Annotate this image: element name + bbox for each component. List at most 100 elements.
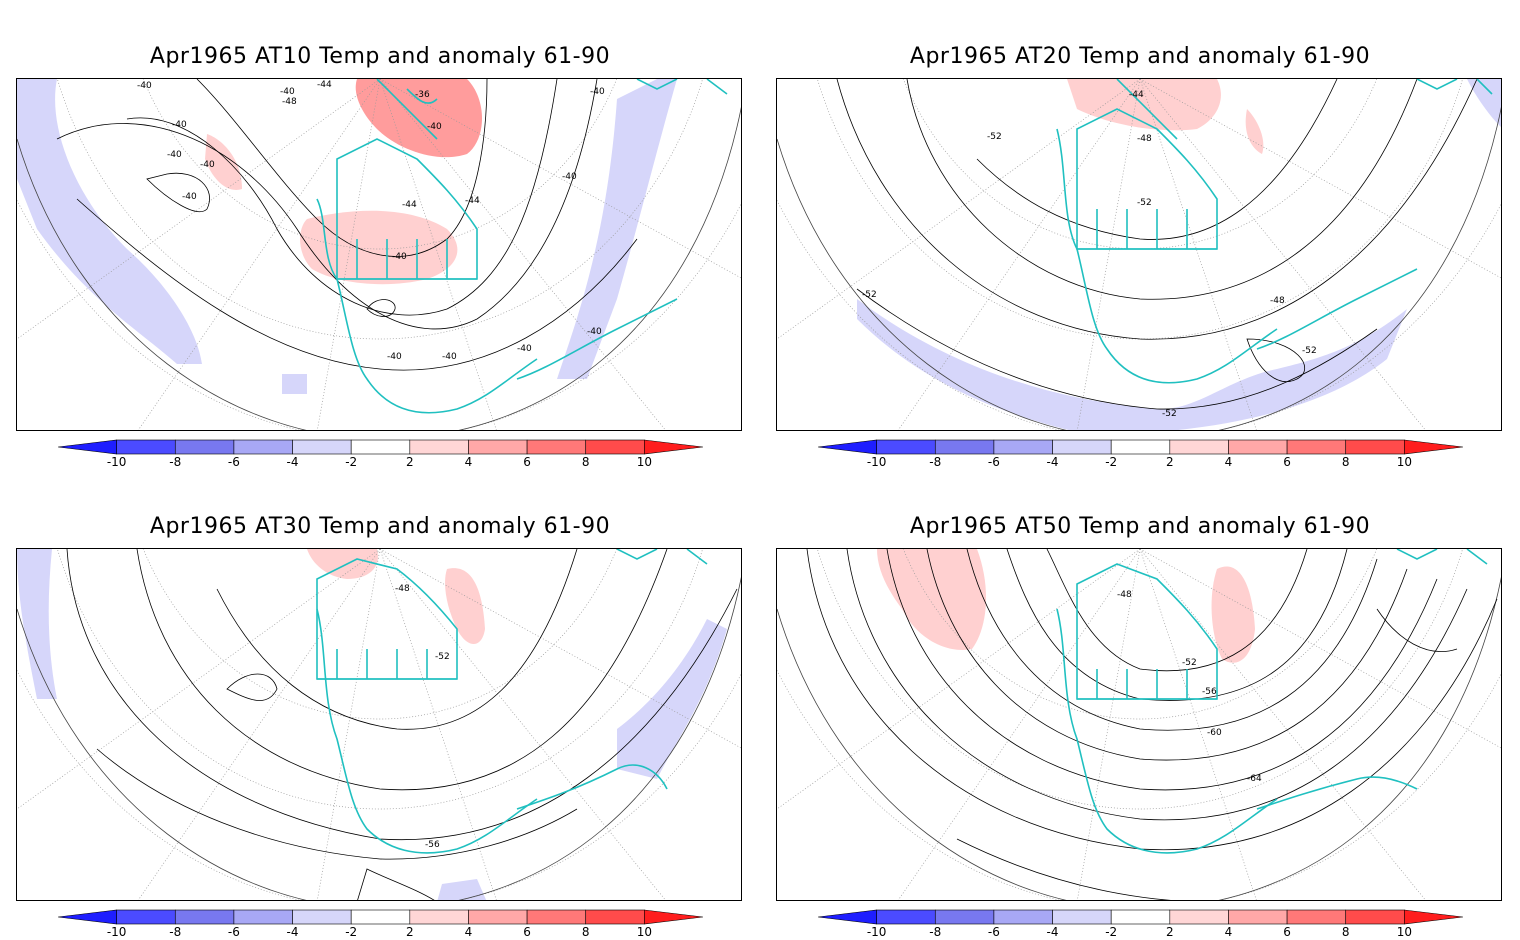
warm-anomaly-region xyxy=(1067,79,1221,131)
colorbar-tick-label: -6 xyxy=(228,455,240,468)
contour-label: -44 xyxy=(1129,90,1144,100)
colorbar-segment xyxy=(934,909,995,925)
colorbar-segment xyxy=(1286,439,1347,455)
colorbar-segment xyxy=(409,909,469,925)
contour-label: -40 xyxy=(562,172,577,182)
colorbar-segment xyxy=(350,439,411,455)
panel-title: Apr1965 AT50 Temp and anomaly 61-90 xyxy=(909,514,1371,539)
colorbar-tick-label: -2 xyxy=(1105,925,1117,938)
colorbar-tick-label: 2 xyxy=(406,455,414,468)
colorbar-segment xyxy=(876,439,936,455)
hemisphere-edge xyxy=(777,106,1501,430)
colorbar-tick-label: 2 xyxy=(406,925,414,938)
cold-anomaly-region xyxy=(437,879,487,900)
warm-anomaly-region xyxy=(300,210,458,285)
colorbar-tick-label: -2 xyxy=(1105,455,1117,468)
colorbar-tick-label: -4 xyxy=(1047,925,1059,938)
hemisphere-edge xyxy=(17,576,741,900)
contour-label: -52 xyxy=(862,290,877,300)
contour-label: -40 xyxy=(427,122,442,132)
colorbar: -10 -8 -6 -4 -2 2 4 6 8 10 xyxy=(818,438,1463,468)
colorbar: -10 -8 -6 -4 -2 2 4 6 8 10 xyxy=(818,908,1463,938)
colorbar-svg: -10 -8 -6 -4 -2 2 4 6 8 10 xyxy=(818,439,1463,468)
contour-label: -44 xyxy=(465,196,480,206)
contour-label: -36 xyxy=(415,90,430,100)
map-at20: -44 -48 -52 -52 -52 -48 -52 -52 xyxy=(776,78,1502,431)
panel-title: Apr1965 AT30 Temp and anomaly 61-90 xyxy=(149,514,611,539)
colorbar-segment xyxy=(993,909,1053,925)
colorbar-segment xyxy=(292,439,352,455)
colorbar-segment xyxy=(993,439,1053,455)
panel-at20: Apr1965 AT20 Temp and anomaly 61-90 xyxy=(760,0,1520,470)
coastline xyxy=(316,549,708,854)
contour-lines xyxy=(806,549,1498,900)
colorbar-tick-label: -8 xyxy=(169,925,181,938)
map-svg: -44 -48 -52 -52 -52 -48 -52 -52 xyxy=(777,79,1501,430)
map-svg: -40 -40 -40 -40 -40 -40 -40 -44 -44 -48 … xyxy=(17,79,741,430)
colorbar-segment xyxy=(1228,909,1288,925)
colorbar-svg: -10 -8 -6 -4 -2 2 4 6 8 10 xyxy=(58,909,703,938)
colorbar-tick-label: -10 xyxy=(107,455,127,468)
colorbar-tick-label: 4 xyxy=(465,455,473,468)
hemisphere-edge xyxy=(17,106,741,430)
contour-label: -44 xyxy=(402,200,417,210)
contour-label: -52 xyxy=(1162,409,1177,419)
colorbar-tick-label: -4 xyxy=(287,925,299,938)
warm-anomaly-region xyxy=(1211,566,1255,663)
colorbar-tick-label: 8 xyxy=(582,925,590,938)
warm-anomaly-region xyxy=(355,79,482,158)
colorbar-tick-label: -4 xyxy=(287,455,299,468)
contour-label: -40 xyxy=(172,120,187,130)
colorbar-segment xyxy=(876,909,936,925)
contour-label: -60 xyxy=(1207,728,1222,738)
contour-label: -40 xyxy=(587,327,602,337)
colorbar-segment xyxy=(644,909,703,925)
contour-label: -52 xyxy=(1182,658,1197,668)
colorbar-segment xyxy=(1052,439,1112,455)
contour-label: -40 xyxy=(200,160,215,170)
colorbar-tick-label: 4 xyxy=(1225,925,1233,938)
cold-anomaly-region xyxy=(282,374,307,394)
contour-lines xyxy=(56,79,638,371)
colorbar-tick-label: -10 xyxy=(867,455,887,468)
colorbar-tick-label: -10 xyxy=(867,925,887,938)
colorbar-segment xyxy=(526,909,587,925)
colorbar-tick-label: 6 xyxy=(523,925,531,938)
colorbar-segment xyxy=(1404,909,1463,925)
colorbar-tick-label: 10 xyxy=(1397,455,1412,468)
contour-label-group: -48 -52 -56 -60 -64 xyxy=(1117,590,1262,784)
colorbar-segment xyxy=(934,439,995,455)
colorbar-segment xyxy=(1052,909,1112,925)
contour-label: -56 xyxy=(1202,687,1217,697)
colorbar-segment xyxy=(468,439,528,455)
map-svg: -48 -52 -56 -60 -64 xyxy=(777,549,1501,900)
colorbar-segment xyxy=(526,439,587,455)
colorbar-segment xyxy=(1169,909,1229,925)
panel-at10: Apr1965 AT10 Temp and anomaly 61-90 xyxy=(0,0,760,470)
contour-label: -48 xyxy=(1137,134,1152,144)
colorbar-tick-label: -6 xyxy=(988,455,1000,468)
panel-title: Apr1965 AT20 Temp and anomaly 61-90 xyxy=(909,44,1371,69)
contour-lines xyxy=(836,79,1478,410)
colorbar-tick-label: 2 xyxy=(1166,925,1174,938)
colorbar-tick-label: -8 xyxy=(929,455,941,468)
panel-at50: Apr1965 AT50 Temp and anomaly 61-90 xyxy=(760,470,1520,940)
colorbar-segment xyxy=(174,439,235,455)
contour-label: -56 xyxy=(425,840,440,850)
colorbar-segment xyxy=(1345,439,1405,455)
contour-label: -48 xyxy=(1117,590,1132,600)
colorbar-segment xyxy=(1110,439,1171,455)
contour-label: -64 xyxy=(1247,774,1262,784)
colorbar-tick-label: 10 xyxy=(1397,925,1412,938)
map-svg: -48 -52 -56 xyxy=(17,549,741,900)
contour-label: -52 xyxy=(987,132,1002,142)
colorbar-segment xyxy=(292,909,352,925)
coastline xyxy=(1056,549,1488,854)
map-at10: -40 -40 -40 -40 -40 -40 -40 -44 -44 -48 … xyxy=(16,78,742,431)
colorbar-tick-label: 6 xyxy=(1283,455,1291,468)
graticule xyxy=(777,549,1501,900)
contour-label: -48 xyxy=(282,97,297,107)
colorbar: -10 -8 -6 -4 -2 2 4 6 8 10 xyxy=(58,438,703,468)
colorbar-tick-label: -8 xyxy=(929,925,941,938)
colorbar-svg: -10 -8 -6 -4 -2 2 4 6 8 10 xyxy=(818,909,1463,938)
